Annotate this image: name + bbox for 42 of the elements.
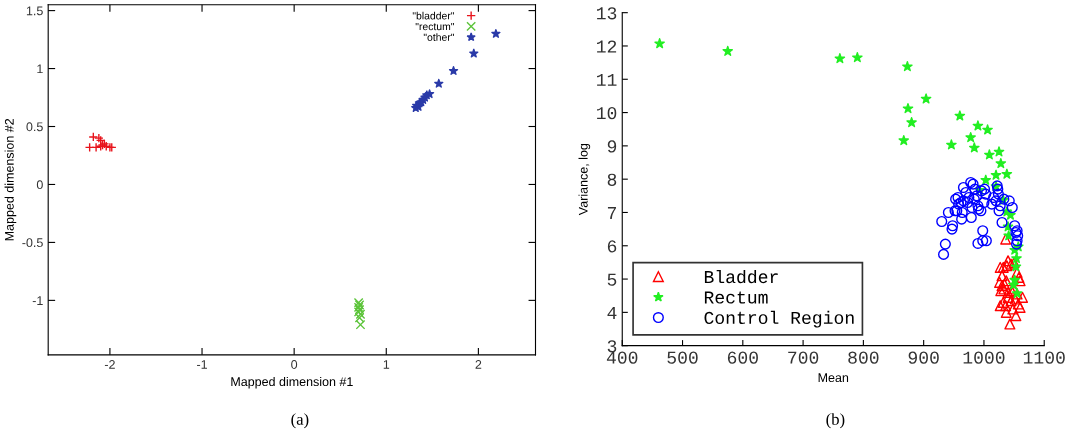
y-tick-label: 5 <box>607 273 617 286</box>
y-tick-label: 12 <box>597 40 617 53</box>
legend-label: Bladder <box>704 269 778 284</box>
x-tick-label: 2 <box>475 360 482 369</box>
y-tick-label: 0 <box>36 180 43 190</box>
y-tick-label: 3 <box>607 340 617 353</box>
legend-label: Control Region <box>704 310 854 328</box>
y-tick-label: 4 <box>607 307 617 319</box>
y-tick-label: 13 <box>597 7 617 20</box>
legend-label: "rectum" <box>415 22 455 31</box>
text: (a) <box>291 413 309 429</box>
y-tick-label: 7 <box>607 207 616 220</box>
legend-label: Rectum <box>704 291 768 304</box>
y-tick-label: 1 <box>37 64 43 74</box>
y-tick-label: 0.5 <box>26 122 43 132</box>
y-tick-label: 10 <box>597 107 617 120</box>
y-tick-label: 6 <box>607 240 617 253</box>
y-tick-label: 1.5 <box>26 6 43 16</box>
x-tick-label: 400 <box>606 351 638 364</box>
x-tick-label: 500 <box>667 351 698 364</box>
x-tick-label: -1 <box>197 360 207 369</box>
x-tick-label: 1000 <box>963 351 1005 364</box>
legend-label: "other" <box>423 33 455 41</box>
x-tick-label: -2 <box>104 360 115 369</box>
y-axis-title: Variance, log <box>578 143 591 216</box>
x-axis-title: Mean <box>818 373 849 383</box>
y-axis-title: Mapped dimension #2 <box>4 118 17 241</box>
y-tick-label: 11 <box>597 73 617 86</box>
x-axis-title: Mapped dimension #1 <box>231 376 353 389</box>
y-tick-label: 9 <box>607 140 617 153</box>
x-tick-label: 800 <box>848 351 879 364</box>
y-tick-label: -0.5 <box>22 238 43 248</box>
x-tick-label: 900 <box>908 351 939 364</box>
legend-label: "bladder" <box>412 11 455 20</box>
x-tick-label: 0 <box>291 360 298 369</box>
x-tick-label: 700 <box>788 351 819 364</box>
y-tick-label: -1 <box>32 296 43 305</box>
x-tick-label: 1 <box>383 360 390 369</box>
y-tick-label: 8 <box>607 173 617 186</box>
x-tick-label: 600 <box>727 351 758 364</box>
text: (b) <box>826 413 845 429</box>
x-tick-label: 1100 <box>1023 351 1065 364</box>
